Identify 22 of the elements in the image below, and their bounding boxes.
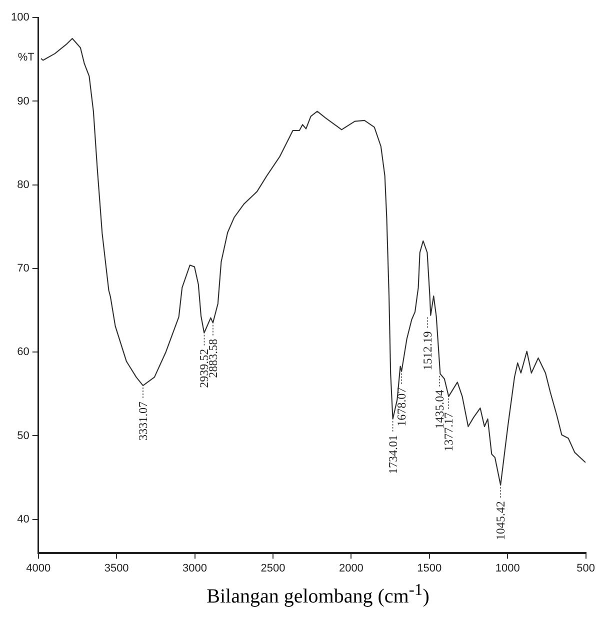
annotation: 3331.07 <box>136 402 150 441</box>
x-tick-label: 1000 <box>495 562 520 574</box>
x-tick-label: 3500 <box>104 562 129 574</box>
y-tick-label: 50 <box>17 430 30 442</box>
y-tick-label: 60 <box>17 346 30 358</box>
y-tick-label: 100 <box>10 12 30 24</box>
annotation: 1045.42 <box>494 501 508 540</box>
annotation: 1678.07 <box>394 387 409 426</box>
y-tick-label: 70 <box>17 262 30 275</box>
x-tick-label: 1500 <box>417 562 442 574</box>
y-tick-label: 90 <box>17 95 30 108</box>
annotation: 1734.01 <box>386 435 400 474</box>
x-tick-label: 2500 <box>260 562 286 574</box>
y-tick-label: 40 <box>17 513 30 526</box>
y-axis-title: %T <box>18 52 35 64</box>
x-axis-title: Bilangan gelombang (cm$^{-1}$) <box>206 580 430 609</box>
y-tick-label: 80 <box>17 178 30 191</box>
x-tick-label: 2000 <box>338 562 364 574</box>
annotation: 1512.19 <box>420 331 434 370</box>
x-tick-label: 3000 <box>182 562 208 574</box>
x-tick-label: 4000 <box>26 562 51 574</box>
x-tick-label: 500 <box>576 562 596 574</box>
